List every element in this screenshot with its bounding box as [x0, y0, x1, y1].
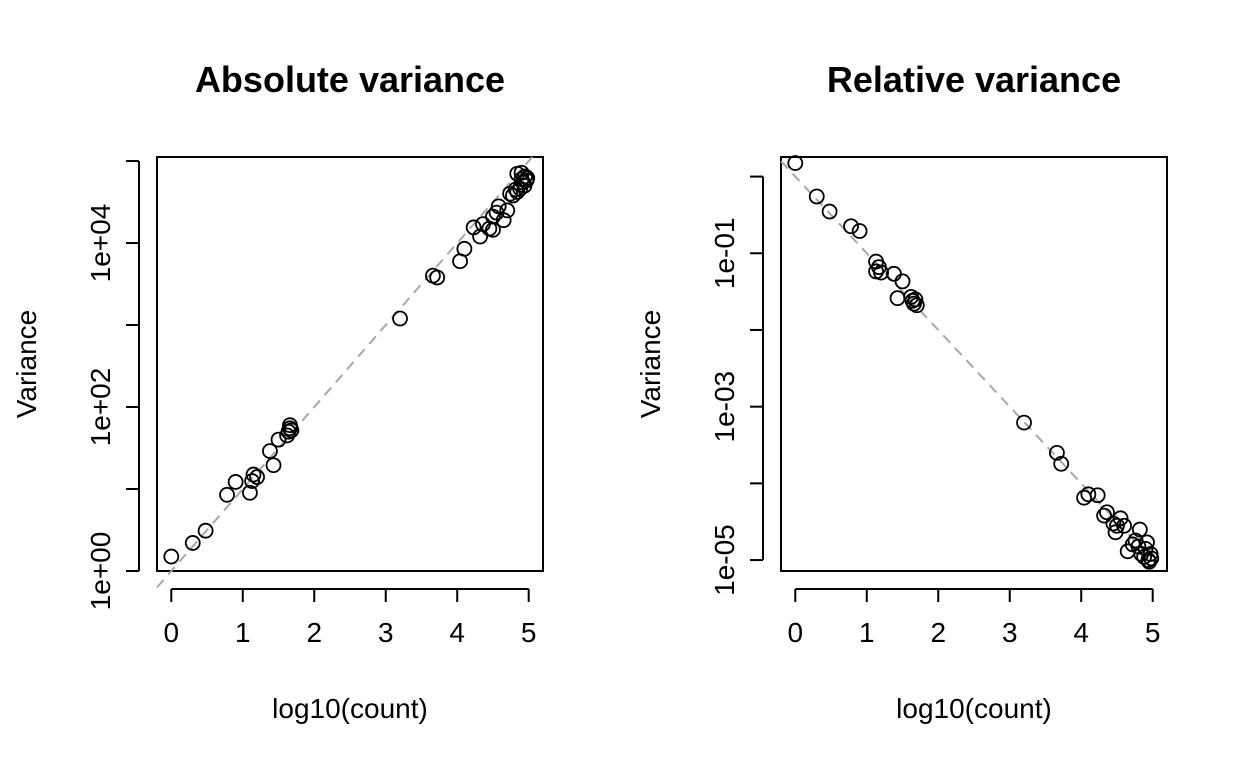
- data-point: [1080, 486, 1097, 503]
- x-tick-label: 4: [1073, 617, 1089, 648]
- plot-frame: [780, 156, 1168, 572]
- data-point: [392, 310, 408, 327]
- y-axis: 1e-05 1e-03 1e-01: [709, 175, 764, 596]
- data-point: [1089, 487, 1106, 504]
- data-point: [1141, 553, 1158, 570]
- data-point: [889, 290, 906, 307]
- data-point: [1096, 507, 1112, 524]
- x-tick-label: 5: [1145, 617, 1161, 648]
- data-point: [163, 548, 180, 565]
- x-tick-label: 3: [1002, 617, 1018, 648]
- chart-title: Absolute variance: [195, 59, 505, 100]
- y-tick-label: 1e-05: [709, 524, 740, 596]
- y-tick-label: 1e+04: [85, 204, 116, 283]
- chart-title: Relative variance: [827, 59, 1121, 100]
- data-point: [262, 443, 278, 459]
- data-point: [886, 265, 902, 282]
- data-point: [1143, 550, 1160, 567]
- data-point: [1131, 521, 1148, 538]
- data-point: [456, 240, 473, 257]
- data-point: [1139, 534, 1155, 551]
- y-tick-label: 1e-03: [709, 371, 740, 443]
- data-point: [244, 473, 260, 489]
- data-point: [1109, 517, 1125, 534]
- data-point: [249, 469, 265, 485]
- data-point: [245, 466, 262, 483]
- data-point: [184, 535, 201, 551]
- data-point: [808, 188, 825, 205]
- x-tick-label: 3: [378, 617, 394, 648]
- data-point: [429, 269, 446, 286]
- data-point: [499, 202, 516, 219]
- data-point: [851, 223, 868, 239]
- data-points: [787, 155, 1160, 570]
- x-tick-label: 0: [788, 617, 804, 648]
- x-axis-label: log10(count): [896, 693, 1052, 724]
- data-point: [1076, 489, 1092, 506]
- x-tick-label: 4: [449, 617, 465, 648]
- x-tick-label: 1: [235, 617, 251, 648]
- data-point: [282, 417, 298, 434]
- data-point: [1049, 444, 1065, 461]
- x-tick-label: 5: [521, 617, 537, 648]
- y-tick-label: 1e-01: [709, 217, 740, 289]
- data-point: [821, 203, 838, 220]
- data-point: [843, 218, 859, 235]
- x-tick-label: 2: [306, 617, 322, 648]
- data-point: [490, 198, 507, 215]
- data-point: [219, 486, 235, 503]
- data-point: [1116, 517, 1133, 534]
- data-point: [907, 291, 924, 308]
- data-point: [908, 297, 925, 314]
- y-tick-label: 1e+00: [85, 532, 116, 611]
- data-point: [242, 484, 258, 501]
- data-point: [227, 474, 244, 490]
- x-tick-label: 1: [859, 617, 875, 648]
- data-point: [519, 170, 536, 186]
- x-tick-label: 2: [930, 617, 946, 648]
- data-points: [163, 164, 536, 565]
- y-tick-label: 1e+02: [85, 368, 116, 447]
- x-tick-label: 0: [164, 617, 180, 648]
- x-axis-label: log10(count): [272, 693, 428, 724]
- data-point: [787, 155, 804, 171]
- data-point: [265, 457, 282, 474]
- x-axis: 0 1 2 3 4 5: [788, 588, 1161, 648]
- data-point: [197, 522, 214, 539]
- data-point: [894, 273, 911, 290]
- data-point: [1053, 455, 1070, 472]
- y-axis-label: Variance: [11, 310, 42, 418]
- x-axis: 0 1 2 3 4 5: [164, 588, 537, 648]
- panel-2: Relative variance 0 1 2 3 4 5 1e-05 1e-03 1e-01 lo…: [635, 59, 1168, 724]
- data-point: [1016, 414, 1032, 431]
- data-point: [270, 431, 287, 448]
- data-point: [1112, 510, 1129, 527]
- y-axis: 1e+00 1e+02 1e+04: [85, 160, 140, 611]
- data-point: [873, 264, 889, 281]
- reference-line: [780, 160, 1158, 565]
- data-point: [472, 228, 488, 245]
- data-point: [495, 212, 512, 229]
- y-axis-label: Variance: [635, 310, 666, 418]
- panel-1: Absolute variance 0 1 2 3 4 5 1e+00 1e+02 1e+04 lo…: [11, 59, 544, 724]
- plot-frame: [156, 156, 544, 572]
